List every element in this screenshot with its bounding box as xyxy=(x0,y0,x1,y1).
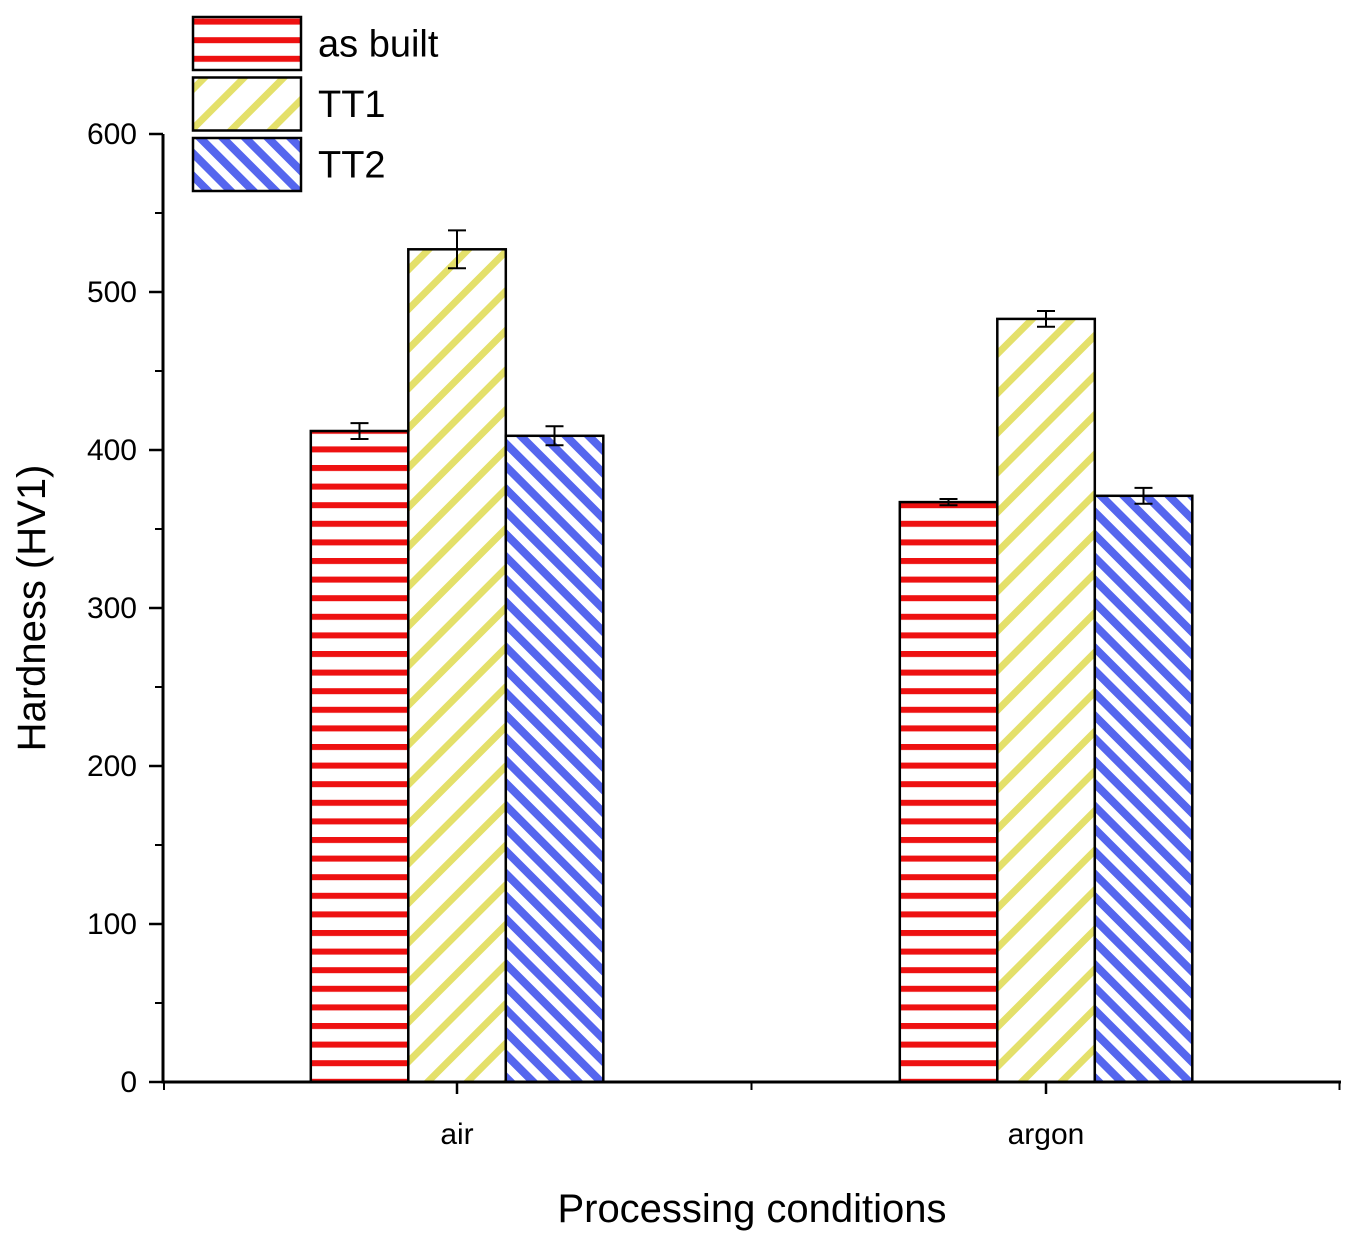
legend-item-tt1: TT1 xyxy=(191,76,386,132)
y-tick-label-200: 200 xyxy=(87,750,137,783)
error-bar-tt2-argon xyxy=(1134,486,1153,505)
legend-label: as built xyxy=(318,24,439,66)
legend-swatch xyxy=(191,136,303,193)
legend-label: TT1 xyxy=(318,84,386,126)
legend-swatch xyxy=(191,76,303,132)
bar-tt2-air xyxy=(504,434,605,1084)
legend-swatch xyxy=(191,15,303,72)
legend: as built TT1 TT2 xyxy=(191,15,439,193)
error-bar-as-built-air xyxy=(350,422,369,440)
x-axis-title: Processing conditions xyxy=(557,1187,946,1231)
error-bar-as-built-argon xyxy=(939,497,958,507)
error-bar-tt2-air xyxy=(545,425,564,447)
error-bar-tt1-air xyxy=(448,229,466,270)
bar-as-built-argon xyxy=(898,500,999,1084)
x-tick-label-air: air xyxy=(440,1118,473,1151)
legend-label: TT2 xyxy=(318,145,386,187)
legend-item-as-built: as built xyxy=(191,15,439,72)
y-tick-label-100: 100 xyxy=(87,908,137,941)
y-tick-label-0: 0 xyxy=(120,1066,137,1099)
axes-layer: 0 100 200 300 400 500 600 air argon xyxy=(87,118,1341,1151)
error-bar-tt1-argon xyxy=(1037,309,1055,328)
y-tick-label-600: 600 xyxy=(87,118,137,151)
legend-item-tt2: TT2 xyxy=(191,136,386,193)
y-tick-label-300: 300 xyxy=(87,592,137,625)
y-tick-label-500: 500 xyxy=(87,276,137,309)
bar-as-built-air xyxy=(309,429,410,1084)
x-tick-label-argon: argon xyxy=(1008,1118,1085,1151)
y-tick-label-400: 400 xyxy=(87,434,137,467)
bars-layer xyxy=(309,248,1194,1084)
y-axis-title: Hardness (HV1) xyxy=(10,465,54,752)
error-bars-layer xyxy=(350,229,1153,507)
bar-tt1-air xyxy=(407,248,508,1084)
bar-tt1-argon xyxy=(996,317,1097,1084)
bar-tt2-argon xyxy=(1093,494,1194,1084)
